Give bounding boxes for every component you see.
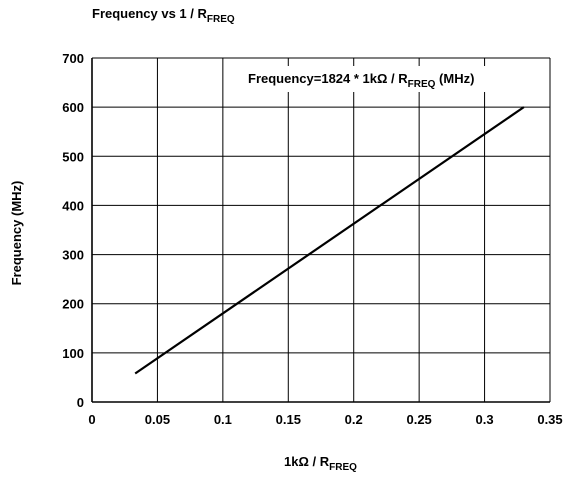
formula-annotation: Frequency=1824 * 1kΩ / RFREQ (MHz) bbox=[248, 71, 474, 90]
series-line bbox=[134, 106, 525, 375]
x-axis-ticks: 0 0.05 0.1 0.15 0.2 0.25 0.3 0.35 bbox=[88, 412, 562, 427]
y-tick-label: 400 bbox=[62, 198, 84, 213]
y-axis-ticks: 0 100 200 300 400 500 600 700 bbox=[62, 51, 84, 410]
y-axis-label: Frequency (MHz) bbox=[9, 181, 24, 286]
chart-title: Frequency vs 1 / RFREQ bbox=[92, 6, 235, 25]
series-group bbox=[134, 106, 525, 375]
grid bbox=[91, 57, 551, 403]
y-tick-label: 200 bbox=[62, 297, 84, 312]
x-tick-label: 0.2 bbox=[345, 412, 363, 427]
x-tick-label: 0.25 bbox=[406, 412, 431, 427]
y-tick-label: 500 bbox=[62, 149, 84, 164]
y-tick-label: 300 bbox=[62, 248, 84, 263]
y-tick-label: 0 bbox=[77, 395, 84, 410]
x-tick-label: 0.05 bbox=[145, 412, 170, 427]
x-tick-label: 0.3 bbox=[476, 412, 494, 427]
x-tick-label: 0.35 bbox=[537, 412, 562, 427]
y-tick-label: 600 bbox=[62, 100, 84, 115]
x-tick-label: 0.15 bbox=[276, 412, 301, 427]
x-tick-label: 0 bbox=[88, 412, 95, 427]
annotation-background bbox=[242, 66, 528, 92]
x-tick-label: 0.1 bbox=[214, 412, 232, 427]
y-tick-label: 100 bbox=[62, 346, 84, 361]
y-tick-label: 700 bbox=[62, 51, 84, 66]
x-axis-label: 1kΩ / RFREQ bbox=[284, 454, 357, 473]
